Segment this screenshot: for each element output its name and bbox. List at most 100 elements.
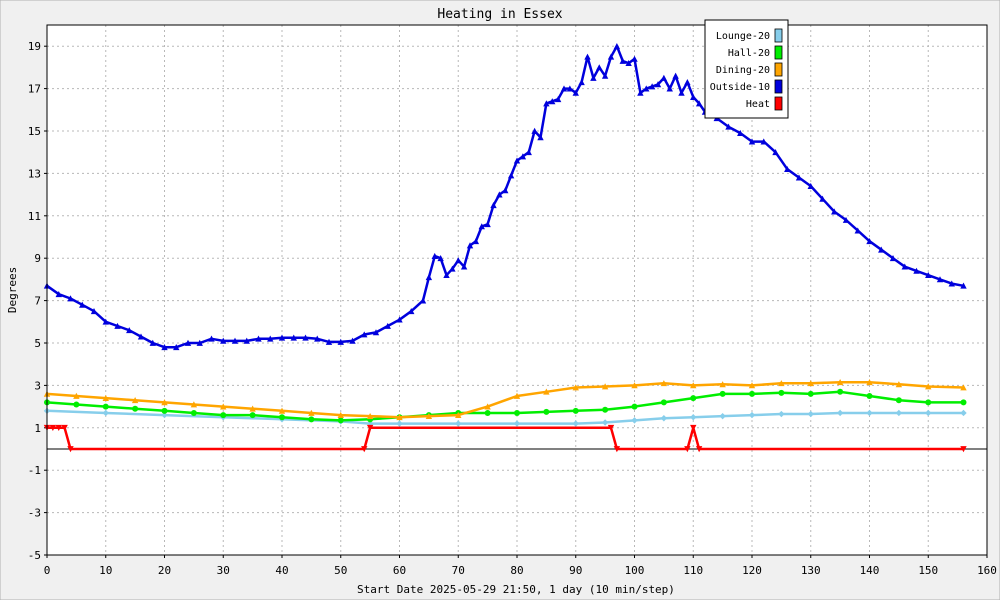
x-tick-label: 30 [217,564,230,577]
data-point-outside-10 [431,252,438,259]
data-point-outside-10 [948,280,955,287]
data-point-outside-10 [913,267,920,274]
data-point-outside-10 [572,89,579,96]
data-point-outside-10 [866,238,873,245]
data-point-outside-10 [936,276,944,283]
data-point-dining-20 [748,382,756,389]
data-point-dining-20 [220,403,227,410]
data-point-outside-10 [490,202,497,209]
data-point-hall-20 [132,405,139,412]
data-point-dining-20 [690,382,697,389]
y-axis-label: Degrees [6,267,19,313]
y-tick-label: 13 [28,167,41,180]
data-point-dining-20 [337,411,344,418]
data-point-lounge-20 [690,414,697,421]
data-point-outside-10 [419,297,427,304]
y-tick-label: 1 [34,422,41,435]
data-point-outside-10 [519,153,527,160]
data-point-hall-20 [484,409,491,416]
data-point-outside-10 [613,43,621,50]
data-point-hall-20 [73,401,80,408]
data-point-outside-10 [278,334,286,341]
data-point-outside-10 [220,337,227,344]
data-point-hall-20 [161,407,168,414]
data-point-dining-20 [572,384,579,391]
legend-swatch-lounge-20 [774,28,783,43]
x-tick-label: 140 [860,564,880,577]
data-point-dining-20 [308,409,315,416]
y-tick-label: 3 [34,379,41,392]
data-point-dining-20 [601,383,609,390]
data-point-outside-10 [596,64,603,71]
data-point-lounge-20 [719,412,726,420]
data-point-outside-10 [302,334,309,341]
data-point-hall-20 [308,416,315,423]
data-point-outside-10 [725,123,732,130]
data-point-outside-10 [643,85,650,92]
x-tick-label: 130 [801,564,821,577]
series-outside-10 [43,43,967,351]
data-point-outside-10 [960,282,967,289]
data-point-outside-10 [361,331,368,338]
data-point-outside-10 [566,85,574,92]
data-point-outside-10 [455,257,462,264]
data-point-outside-10 [466,242,474,249]
data-point-dining-20 [102,394,109,401]
legend-swatch-dining-20 [774,62,783,77]
data-point-outside-10 [325,338,333,345]
data-point-hall-20 [337,417,344,424]
data-point-outside-10 [55,291,62,298]
x-tick-label: 40 [275,564,288,577]
y-tick-label: 17 [28,83,41,96]
x-tick-label: 0 [44,564,51,577]
data-point-outside-10 [372,329,380,336]
data-point-outside-10 [114,322,121,329]
series-dining-20 [43,379,967,421]
data-point-outside-10 [660,74,668,81]
data-point-lounge-20 [102,409,109,417]
data-point-outside-10 [748,138,756,145]
series-line-lounge-20 [46,409,964,425]
data-point-outside-10 [337,338,344,345]
y-tick-label: -5 [28,549,41,562]
data-point-heat [960,446,967,453]
data-point-lounge-20 [895,409,903,417]
data-point-outside-10 [384,322,391,329]
data-point-outside-10 [507,172,515,179]
data-point-outside-10 [619,57,626,64]
y-tick-label: 15 [28,125,41,138]
x-tick-label: 160 [977,564,997,577]
data-point-outside-10 [173,344,180,351]
x-tick-label: 80 [510,564,523,577]
data-point-dining-20 [484,403,491,410]
data-point-hall-20 [190,409,197,416]
data-point-hall-20 [778,389,785,396]
x-tick-label: 60 [393,564,406,577]
data-point-outside-10 [443,271,450,279]
data-point-outside-10 [290,334,297,341]
x-tick-label: 90 [569,564,582,577]
data-point-outside-10 [525,149,532,156]
data-point-hall-20 [719,390,726,397]
data-point-outside-10 [842,216,850,223]
data-point-outside-10 [666,85,673,92]
data-point-lounge-20 [396,420,403,427]
y-tick-label: 9 [34,252,41,265]
data-point-outside-10 [672,72,679,79]
data-point-hall-20 [925,399,932,406]
data-point-outside-10 [67,295,74,302]
data-point-dining-20 [161,399,168,406]
data-point-dining-20 [719,381,726,388]
x-tick-label: 70 [452,564,465,577]
data-point-outside-10 [648,83,656,90]
data-point-outside-10 [678,89,685,96]
data-point-hall-20 [514,409,520,416]
data-point-outside-10 [161,344,168,351]
data-point-lounge-20 [455,420,462,427]
data-point-dining-20 [425,412,433,420]
data-point-outside-10 [314,335,321,342]
legend-items: Lounge-20 Hall-20 Dining-20 Outside-10 Heat [710,28,783,111]
data-point-outside-10 [901,263,908,270]
data-point-outside-10 [760,138,767,145]
